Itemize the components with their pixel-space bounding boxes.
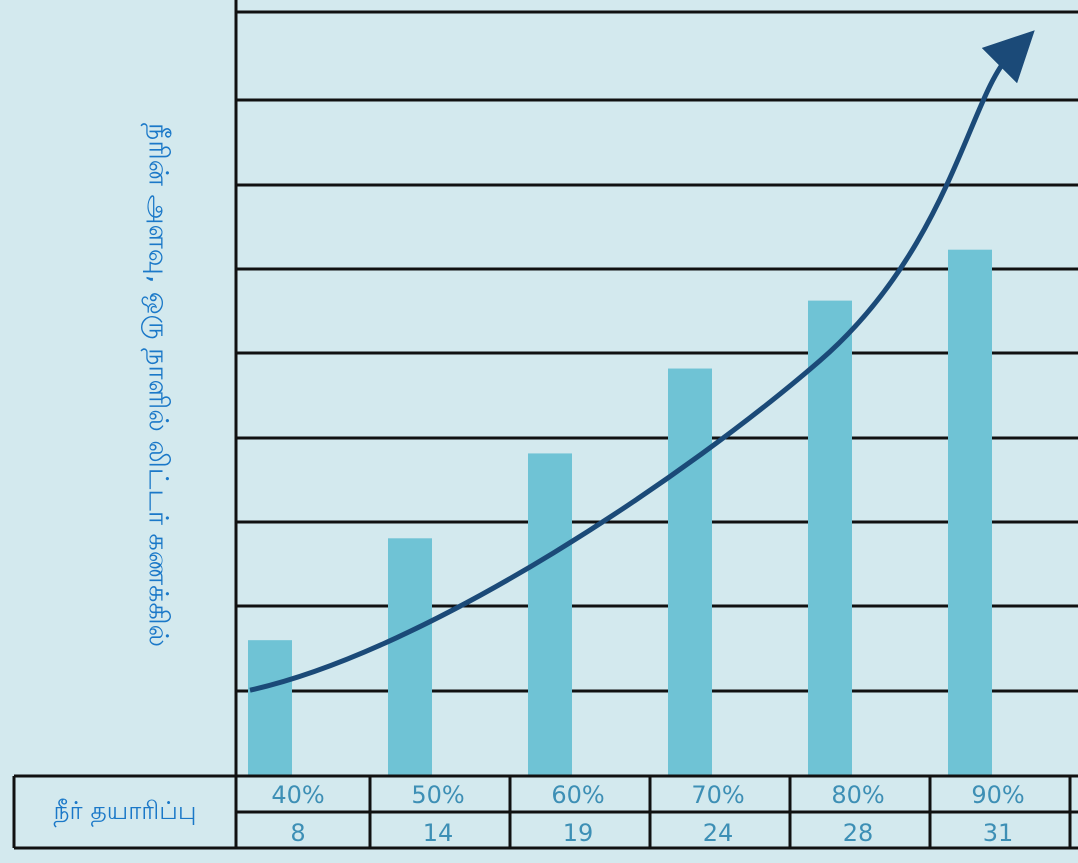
category-label: 70% <box>691 781 744 809</box>
bar <box>948 249 992 776</box>
bar <box>808 300 852 776</box>
value-label: 24 <box>703 819 734 847</box>
bar <box>528 453 572 776</box>
grid-lines <box>234 0 1078 848</box>
value-label: 19 <box>563 819 594 847</box>
value-label: 8 <box>290 819 305 847</box>
value-label: 31 <box>983 819 1014 847</box>
category-label: 50% <box>411 781 464 809</box>
y-axis-label: நீரின் அளவு, ஒரு நாளில் லிட்டர் கணக்கில் <box>142 123 174 647</box>
value-label: 14 <box>423 819 454 847</box>
bar <box>248 640 292 776</box>
data-table: 40% 8 50% 14 60% 19 70% 24 80% 28 90% 31 <box>12 774 1078 850</box>
bars <box>248 249 992 776</box>
bar <box>388 538 432 776</box>
category-label: 90% <box>971 781 1024 809</box>
trend-arrow-path <box>249 30 1035 693</box>
value-label: 28 <box>843 819 874 847</box>
bar <box>668 368 712 776</box>
category-label: 80% <box>831 781 884 809</box>
category-label: 60% <box>551 781 604 809</box>
table-row-label: நீர் தயாரிப்பு <box>53 795 197 825</box>
category-label: 40% <box>271 781 324 809</box>
trend-arrow <box>249 30 1035 693</box>
